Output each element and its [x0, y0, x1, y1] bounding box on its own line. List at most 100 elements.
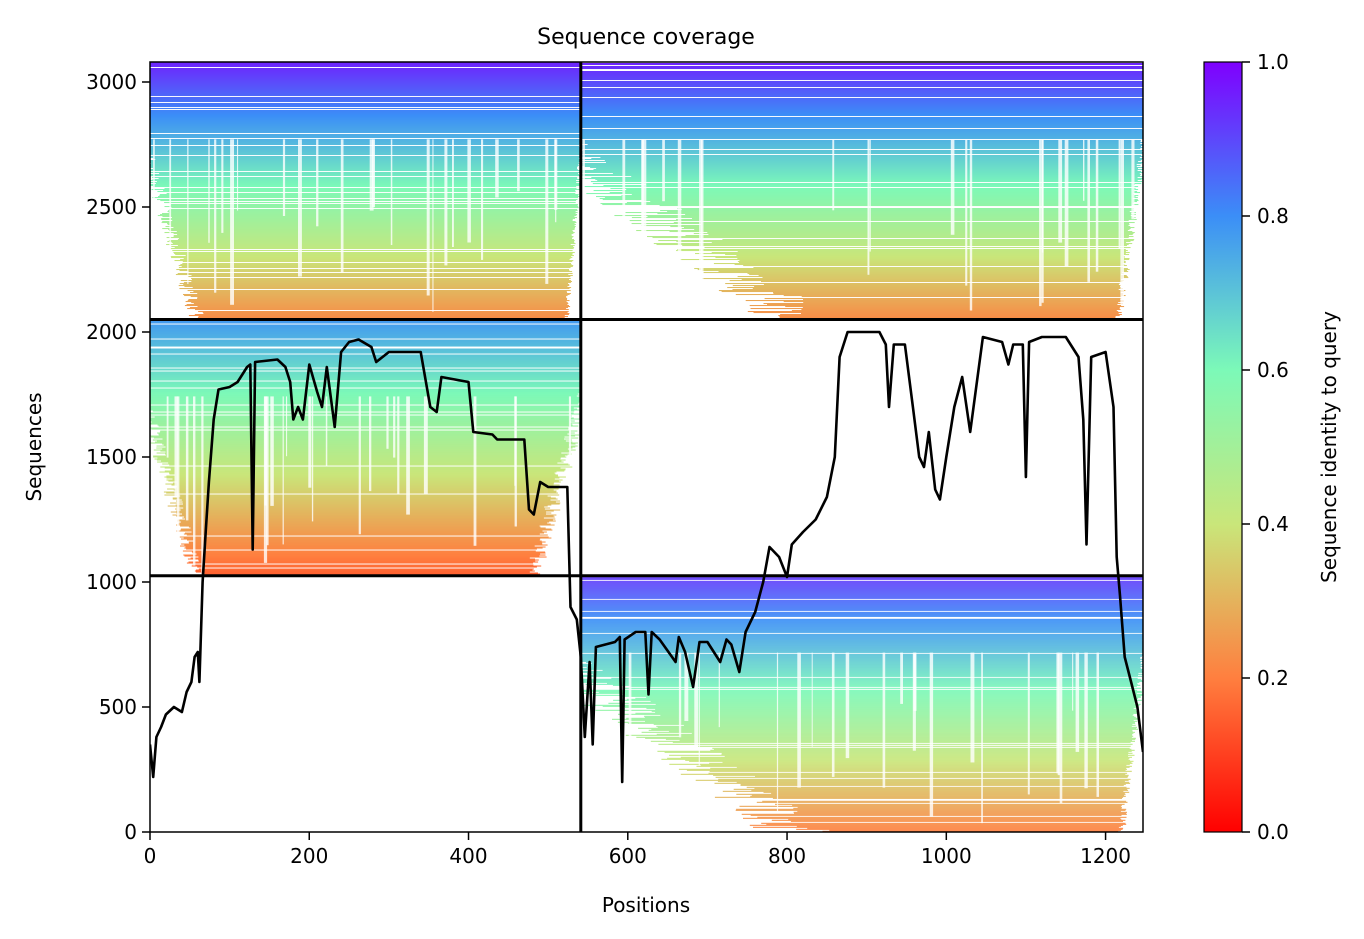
- heatmap-row-2: [150, 393, 578, 395]
- heatmap-row-3: [580, 646, 1143, 648]
- heatmap-row-1: [580, 98, 1143, 100]
- heatmap-gap-1: [641, 139, 644, 258]
- heatmap-row-2: [150, 383, 581, 385]
- heatmap-row-1: [580, 110, 1143, 112]
- heatmap-row-3: [583, 675, 1143, 677]
- heatmap-row-2: [154, 458, 561, 460]
- heatmap-row-3: [645, 720, 1138, 722]
- heatmap-gap-0: [187, 139, 189, 284]
- heatmap-row-0: [150, 141, 581, 143]
- heatmap-gap-2: [397, 396, 400, 494]
- heatmap-row-0: [182, 263, 572, 265]
- heatmap-row-3: [580, 589, 1143, 591]
- heatmap-row-1: [580, 153, 1143, 155]
- heatmap-row-2: [180, 529, 553, 531]
- heatmap-row-3: [763, 791, 1130, 793]
- heatmap-row-2: [191, 565, 542, 567]
- heatmap-row-3: [756, 801, 1128, 803]
- heatmap-row-1: [647, 216, 1133, 218]
- heatmap-row-1: [621, 195, 1139, 197]
- heatmap-row-2: [190, 557, 530, 559]
- heatmap-gap-2: [393, 396, 396, 458]
- heatmap-row-1: [580, 125, 1143, 127]
- heatmap-row-2: [150, 377, 581, 379]
- coverage-heatmap-blocks: [150, 62, 1143, 832]
- heatmap-row-0: [150, 98, 581, 100]
- heatmap-row-1: [580, 174, 1141, 176]
- x-tick-label: 1000: [921, 844, 972, 868]
- heatmap-row-2: [153, 449, 576, 451]
- colorbar-ticks: 0.0 0.2 0.4 0.6 0.8 1.0: [1242, 50, 1289, 844]
- heatmap-row-2: [150, 358, 581, 360]
- heatmap-row-2: [153, 437, 579, 439]
- y-tick-label: 1000: [86, 570, 137, 594]
- heatmap-row-1: [609, 192, 1140, 194]
- heatmap-row-3: [580, 600, 1143, 602]
- heatmap-row-3: [580, 604, 1143, 606]
- colorbar: [1203, 61, 1243, 833]
- heatmap-row-2: [196, 553, 541, 555]
- heatmap-row-3: [790, 820, 1123, 822]
- heatmap-row-2: [150, 364, 581, 366]
- heatmap-row-2: [150, 406, 581, 408]
- heatmap-row-1: [604, 160, 1141, 162]
- heatmap-row-3: [722, 790, 1124, 792]
- heatmap-gap-2: [423, 396, 428, 494]
- heatmap-row-1: [713, 263, 1123, 265]
- heatmap-row-3: [580, 663, 1143, 665]
- heatmap-row-1: [580, 84, 1143, 86]
- heatmap-row-2: [181, 499, 551, 501]
- heatmap-row-1: [783, 295, 1126, 297]
- heatmap-gap-1: [1083, 139, 1085, 201]
- heatmap-row-3: [696, 765, 1132, 767]
- heatmap-row-3: [580, 584, 1143, 586]
- heatmap-row-2: [198, 560, 536, 562]
- heatmap-row-0: [150, 162, 579, 164]
- heatmap-row-1: [580, 121, 1143, 123]
- heatmap-row-2: [150, 382, 581, 384]
- heatmap-row-3: [646, 707, 1134, 709]
- heatmap-row-1: [584, 166, 1137, 168]
- heatmap-row-1: [641, 225, 1129, 227]
- heatmap-row-0: [153, 168, 577, 170]
- heatmap-gap-3: [678, 652, 682, 738]
- heatmap-row-2: [150, 350, 581, 352]
- heatmap-gap-2: [185, 396, 189, 521]
- heatmap-row-1: [580, 76, 1143, 78]
- x-tick-label: 600: [609, 844, 647, 868]
- heatmap-row-2: [150, 365, 581, 367]
- heatmap-row-1: [626, 202, 1134, 204]
- heatmap-row-0: [150, 172, 580, 174]
- heatmap-row-3: [580, 642, 1143, 644]
- heatmap-row-1: [580, 122, 1143, 124]
- heatmap-row-3: [627, 722, 1136, 724]
- heatmap-row-3: [655, 711, 1139, 713]
- heatmap-row-0: [150, 66, 581, 68]
- heatmap-row-3: [587, 672, 1139, 674]
- heatmap-row-2: [177, 486, 551, 488]
- heatmap-gap-2: [193, 396, 196, 566]
- heatmap-row-0: [168, 229, 575, 231]
- heatmap-row-0: [150, 147, 581, 149]
- y-tick-label: 1500: [86, 445, 137, 469]
- heatmap-row-0: [176, 231, 574, 233]
- heatmap-row-2: [150, 409, 581, 411]
- heatmap-row-3: [580, 591, 1143, 593]
- heatmap-gap-1: [622, 139, 626, 304]
- heatmap-gap-2: [166, 396, 169, 458]
- heatmap-row-1: [667, 211, 1130, 213]
- heatmap-row-1: [580, 89, 1143, 91]
- heatmap-row-0: [150, 92, 581, 94]
- heatmap-row-0: [150, 70, 581, 72]
- heatmap-row-3: [580, 627, 1143, 629]
- heatmap-row-0: [150, 94, 581, 96]
- heatmap-row-1: [580, 165, 1141, 167]
- heatmap-gap-0: [554, 139, 558, 210]
- heatmap-row-1: [580, 172, 1143, 174]
- heatmap-row-0: [178, 285, 570, 287]
- heatmap-row-3: [580, 667, 1141, 669]
- heatmap-row-0: [171, 257, 573, 259]
- heatmap-row-2: [150, 374, 581, 376]
- heatmap-row-2: [177, 496, 551, 498]
